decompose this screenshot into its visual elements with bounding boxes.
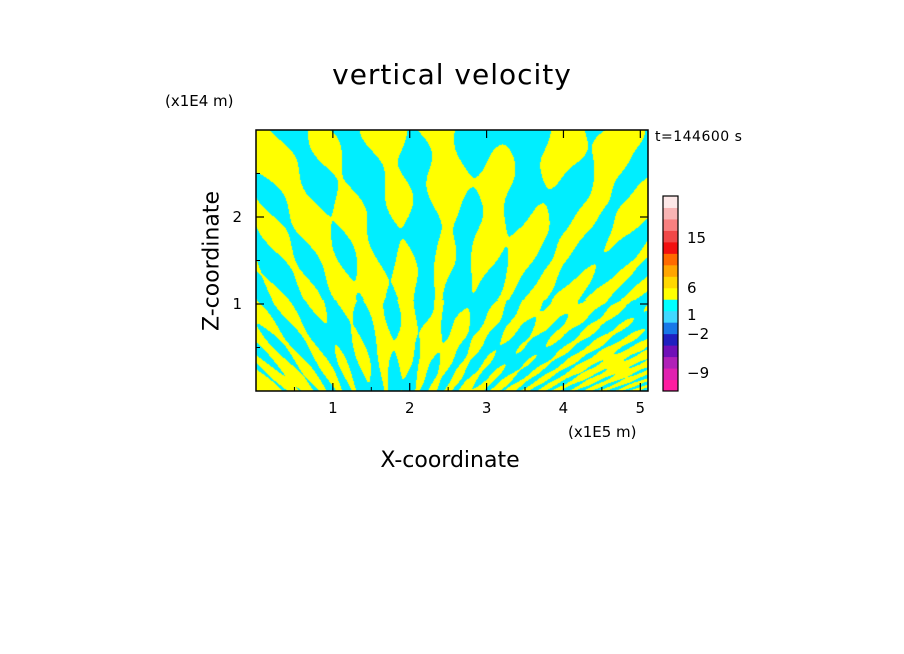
colorbar-label: 15	[687, 229, 706, 247]
colorbar: 15 6 1−2 −9	[662, 195, 709, 392]
x-axis-unit: (x1E5 m)	[568, 423, 637, 441]
colorbar-bin	[663, 310, 678, 323]
colorbar-bin	[663, 264, 678, 277]
x-axis-label: X-coordinate	[380, 448, 520, 473]
y-axis-unit: (x1E4 m)	[165, 92, 234, 110]
colorbar-bin	[663, 276, 678, 289]
plot-area	[256, 130, 648, 391]
x-axis: 1 2 3 4 5	[293, 130, 646, 417]
colorbar-label: 6	[687, 279, 697, 297]
y-axis: 12	[232, 173, 648, 348]
colorbar-bin	[663, 379, 678, 392]
chart-title: vertical velocity	[332, 58, 572, 91]
time-stamp: t=144600 s	[655, 129, 743, 145]
colorbar-bin	[663, 333, 678, 346]
colorbar-label: −9	[687, 364, 709, 382]
x-tick-label: 3	[482, 399, 492, 417]
colorbar-bin	[663, 322, 678, 335]
colorbar-bin	[663, 356, 678, 369]
colorbar-label: 1	[687, 306, 697, 324]
x-tick-label: 4	[559, 399, 569, 417]
colorbar-bin	[663, 345, 678, 358]
x-tick-label: 5	[636, 399, 646, 417]
colorbar-bin	[663, 287, 678, 300]
colorbar-bin	[663, 196, 678, 208]
colorbar-bin	[663, 253, 678, 266]
x-tick-label: 2	[405, 399, 415, 417]
x-tick-label: 1	[328, 399, 338, 417]
colorbar-frame	[662, 195, 679, 392]
velocity-field	[256, 130, 648, 391]
colorbar-bin	[663, 207, 678, 220]
colorbar-label: −2	[687, 325, 709, 343]
colorbar-bin	[663, 218, 678, 231]
y-tick-label: 2	[232, 208, 242, 226]
colorbar-bin	[663, 230, 678, 243]
y-tick-label: 1	[232, 295, 242, 313]
colorbar-bin	[663, 241, 678, 254]
colorbar-bin	[663, 299, 678, 312]
colorbar-bin	[663, 368, 678, 381]
